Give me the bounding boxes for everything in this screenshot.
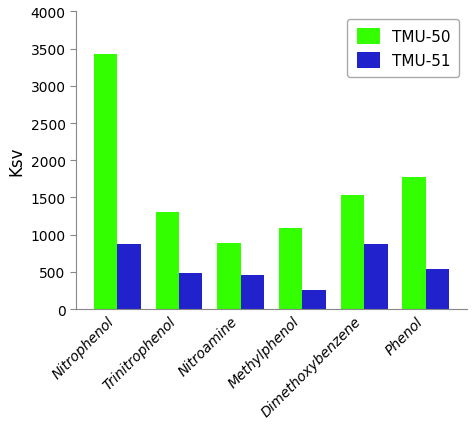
Bar (117, 245, 141, 309)
Legend: TMU-50, TMU-51: TMU-50, TMU-51 (347, 20, 459, 78)
Bar (94, 55, 117, 309)
Bar (241, 275, 264, 309)
Bar (179, 273, 202, 309)
Y-axis label: Ksv: Ksv (7, 146, 25, 176)
Bar (302, 291, 326, 309)
Bar (279, 228, 302, 309)
Bar (402, 178, 426, 309)
Bar (364, 245, 388, 309)
Bar (426, 270, 449, 309)
Bar (155, 212, 179, 309)
Bar (217, 243, 241, 309)
Bar (341, 196, 364, 309)
